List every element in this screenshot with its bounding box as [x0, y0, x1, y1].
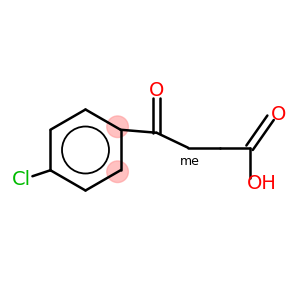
Text: me: me	[180, 155, 200, 168]
Text: Cl: Cl	[12, 170, 32, 189]
Text: OH: OH	[247, 174, 277, 193]
Circle shape	[107, 161, 128, 182]
Circle shape	[107, 116, 128, 137]
Text: O: O	[270, 105, 286, 124]
Text: O: O	[149, 81, 164, 100]
